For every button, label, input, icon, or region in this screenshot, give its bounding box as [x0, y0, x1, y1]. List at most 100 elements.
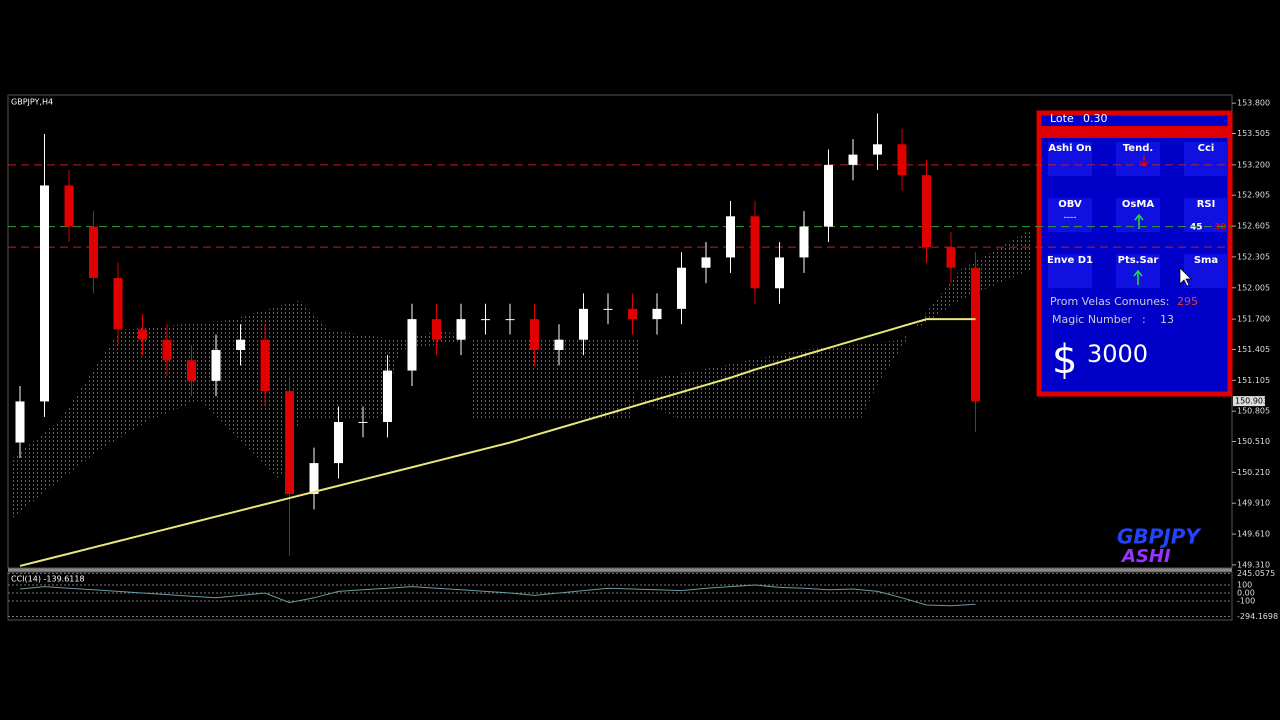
candle-body [677, 267, 686, 309]
moving-average [19, 318, 976, 567]
candle-body [946, 247, 956, 268]
candle-body [971, 267, 980, 402]
panel-bar [1039, 126, 1230, 138]
candle-body [211, 349, 221, 381]
cci-tick-label: -294.1698 [1237, 612, 1278, 621]
button-label: Tend. [1123, 143, 1153, 154]
candle-body [285, 391, 294, 494]
mouse-cursor [1179, 267, 1192, 287]
y-tick-label: 152.905 [1237, 191, 1270, 200]
candle-body [750, 216, 760, 289]
candle-body [432, 319, 441, 340]
y-tick-label: 151.105 [1237, 376, 1270, 385]
button-sub: ---- [1064, 213, 1077, 223]
symbol-label: GBPJPY,H4 [11, 98, 53, 107]
candle-body [701, 257, 711, 268]
button-label: RSI [1197, 199, 1216, 210]
button-label: Sma [1194, 255, 1218, 266]
candle-body [236, 339, 245, 350]
ichimoku-cloud [10, 230, 1030, 520]
amount: 3000 [1087, 340, 1148, 368]
cci-tick-label: -100 [1237, 597, 1255, 606]
series-line [19, 584, 976, 607]
down-arrow [1139, 155, 1149, 168]
candle-body [824, 164, 833, 227]
button-label: Pts.Sar [1118, 255, 1159, 266]
candle-body [652, 308, 662, 320]
up-arrow [1133, 269, 1143, 285]
candle-body [456, 319, 466, 340]
candle-body [726, 216, 735, 258]
magic-value: 13 [1160, 313, 1174, 326]
candle-body [162, 339, 172, 361]
lote-value: 0.30 [1083, 112, 1108, 125]
y-tick-label: 150.510 [1237, 437, 1270, 446]
button-label: OsMA [1122, 199, 1154, 210]
y-tick-label: 152.005 [1237, 283, 1270, 292]
cci-tick-label: 0.00 [1237, 589, 1255, 598]
cci-tick-label: 100 [1237, 581, 1252, 590]
y-tick-label: 149.610 [1237, 530, 1270, 539]
candle-body [113, 277, 123, 330]
rsi-low: 45 [1190, 223, 1203, 233]
candle-body [848, 154, 858, 165]
candle-body [309, 463, 319, 494]
cci-label: CCI(14) -139.6118 [11, 575, 85, 584]
y-tick-label: 151.405 [1237, 345, 1270, 354]
cci-tick-label: 245.0575 [1237, 569, 1275, 578]
watermark: GBPJPY [1117, 525, 1202, 549]
price-tag [1233, 396, 1265, 407]
candle-body [897, 144, 907, 176]
candle-body [554, 339, 564, 350]
y-tick-label: 153.200 [1237, 160, 1270, 169]
y-tick-label: 149.310 [1237, 560, 1270, 569]
candle-body [187, 360, 196, 381]
y-tick-label: 152.605 [1237, 222, 1270, 231]
button-label: Ashi On [1048, 143, 1091, 154]
candle-body [603, 308, 613, 310]
candle-body [383, 370, 392, 422]
button-label: Enve D1 [1047, 255, 1093, 266]
y-tick-label: 150.210 [1237, 468, 1270, 477]
candle-body [579, 308, 588, 340]
y-tick-label: 153.800 [1237, 99, 1270, 108]
rsi-high: 30 [1214, 223, 1227, 233]
candle-body [922, 175, 931, 248]
currency: $ [1052, 337, 1077, 383]
candle-body [873, 144, 882, 155]
magic-sep: : [1142, 313, 1146, 326]
candle-body [64, 185, 74, 227]
y-tick-label: 149.910 [1237, 499, 1270, 508]
cci-frame [7, 571, 1233, 621]
y-tick-label: 153.505 [1237, 129, 1270, 138]
candle-body [628, 308, 637, 320]
candle-body [334, 421, 343, 464]
y-tick-label: 152.305 [1237, 252, 1270, 261]
watermark: ASHI [1120, 546, 1171, 567]
panel-button[interactable] [1184, 142, 1228, 176]
panel-button[interactable] [1048, 142, 1092, 176]
candle-body [505, 319, 515, 321]
candle-body [799, 226, 809, 258]
candle-body [260, 339, 270, 392]
candle-body [481, 319, 490, 321]
magic-label: Magic Number [1052, 313, 1132, 326]
control-panel: Lote 0.30 Ashi On Tend. Cci OBV ---- OsMA RSI E… [1036, 110, 1233, 397]
candle-body [40, 185, 49, 402]
button-label: Cci [1198, 143, 1215, 154]
price-tag-label: 150.903 [1235, 397, 1268, 406]
y-tick-label: 151.700 [1237, 315, 1270, 324]
y-tick-label: 150.805 [1237, 407, 1270, 416]
candle-body [358, 421, 368, 423]
candle-body [530, 319, 539, 350]
panel-button[interactable] [1184, 254, 1228, 288]
panel-button[interactable] [1048, 254, 1092, 288]
button-label: OBV [1058, 199, 1082, 210]
candle-body [407, 319, 417, 371]
candle-body [138, 329, 147, 340]
candle-body [775, 257, 784, 289]
prom-label: Prom Velas Comunes: [1050, 295, 1169, 308]
panel-button[interactable] [1116, 142, 1160, 176]
